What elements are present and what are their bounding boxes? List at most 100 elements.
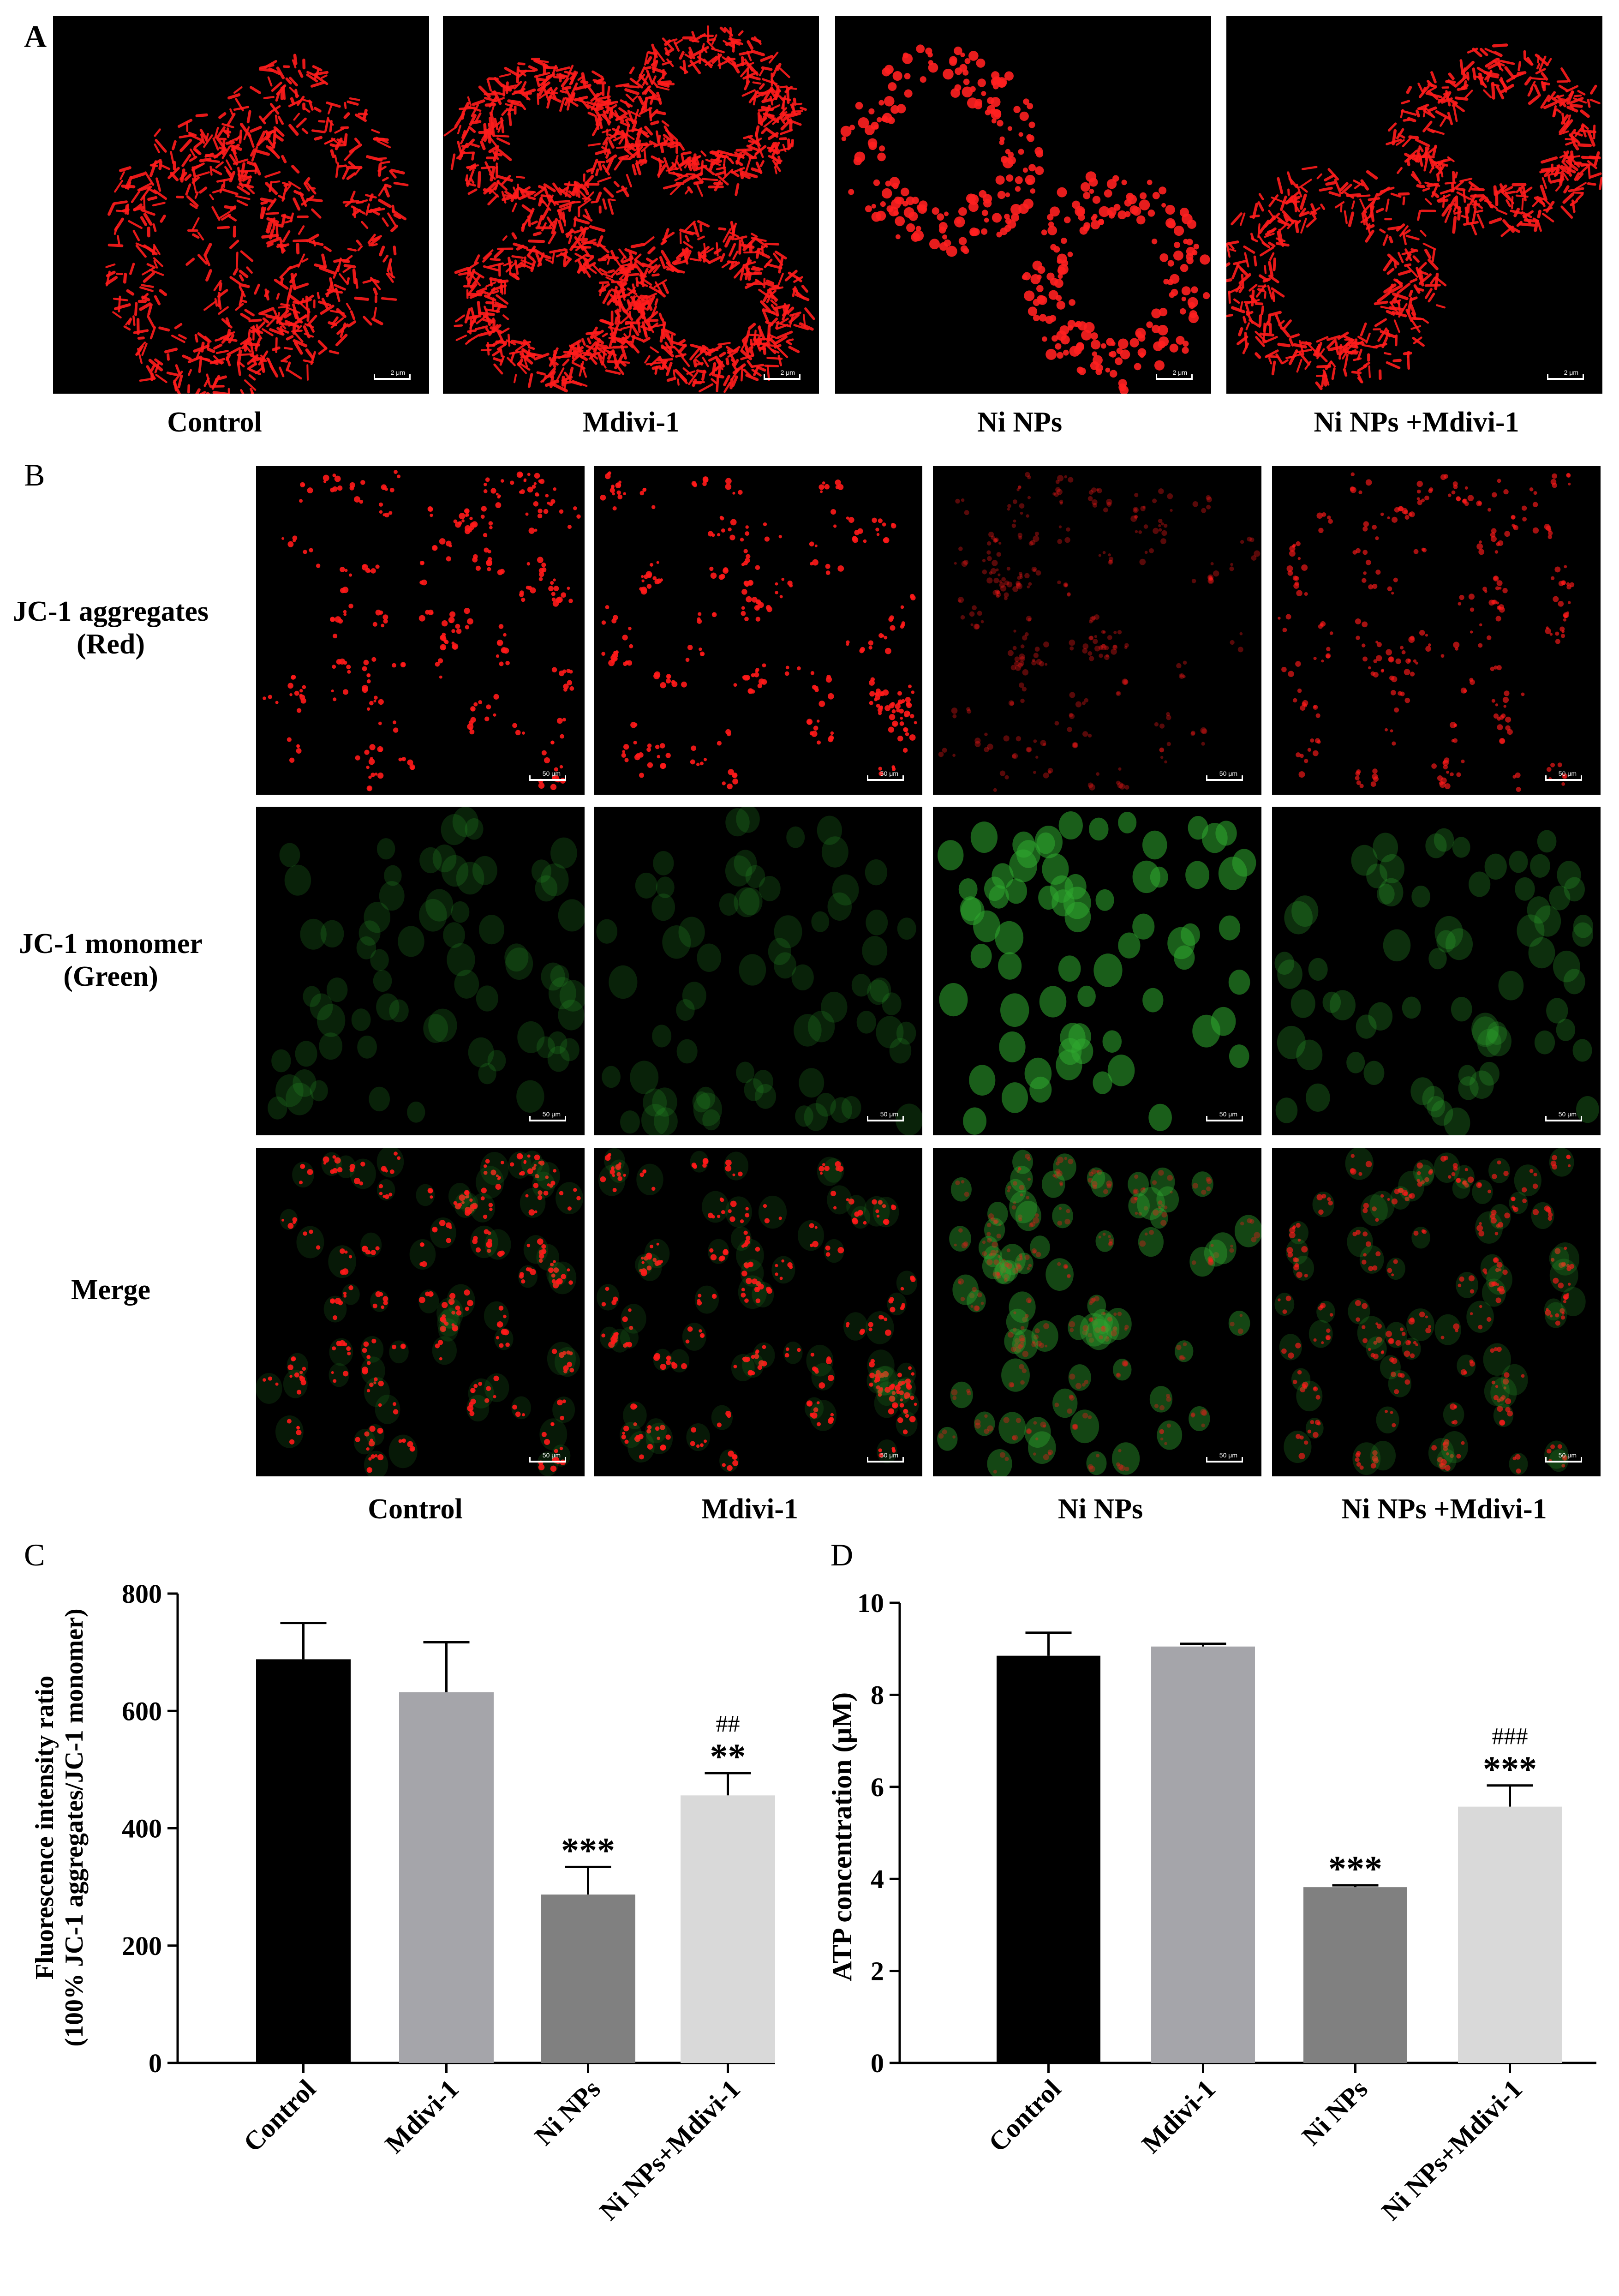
y-axis-label: ATP concentration (μM): [827, 1692, 857, 1981]
bar-1: [256, 1659, 351, 2063]
scale-bar-label: 50 μm: [1219, 1451, 1237, 1459]
bar-2: [399, 1692, 494, 2063]
jc1-green-image-4: 50 μm: [1272, 807, 1601, 1135]
y-tick-label: 200: [122, 1931, 162, 1961]
panel-b-caption-1: Control: [368, 1493, 463, 1525]
jc1-merge-image-3: 50 μm: [933, 1148, 1261, 1476]
jc1-merge-image-4: 50 μm: [1272, 1148, 1601, 1476]
significance-label: ###: [1492, 1723, 1528, 1750]
y-axis-label: Fluorescence intensity ratio(100% JC-1 a…: [30, 1608, 89, 2046]
x-tick-label: Mdivi-1: [1136, 2074, 1221, 2159]
jc1-merge-image-1: 50 μm: [256, 1148, 585, 1476]
panel-a-caption-3: Ni NPs: [977, 407, 1063, 438]
y-tick-label: 600: [122, 1696, 162, 1726]
row-label-line1: JC-1 aggregates: [12, 596, 209, 627]
mito-image-4: 2 μm: [1226, 16, 1602, 394]
jc1-red-image-3: 50 μm: [933, 466, 1261, 795]
x-tick-label: Ni NPs: [1296, 2074, 1374, 2151]
scale-bar: [1545, 775, 1582, 781]
scale-bar-label: 2 μm: [390, 369, 405, 376]
scale-bar: [1545, 1116, 1582, 1121]
jc1-merge-image-2: 50 μm: [594, 1148, 922, 1476]
y-tick-label: 10: [857, 1588, 884, 1618]
row-label-line2: (Green): [63, 961, 158, 993]
scale-bar: [1206, 1457, 1243, 1463]
scale-bar-label: 2 μm: [1172, 369, 1187, 376]
jc1-green-image-3: 50 μm: [933, 807, 1261, 1135]
scale-bar: [1545, 1457, 1582, 1463]
significance-label: ***: [561, 1830, 615, 1870]
significance-label: ##: [716, 1711, 740, 1737]
scale-bar: [764, 374, 801, 380]
scale-bar-label: 50 μm: [542, 1110, 561, 1118]
row-label-line1: JC-1 monomer: [19, 928, 203, 959]
scale-bar-label: 50 μm: [1558, 1451, 1577, 1459]
scale-bar: [1547, 374, 1584, 380]
chart-c-fluorescence-ratio: 0 200 400 600 800 Control Mdivi-1 Ni NPs *** Ni N…: [30, 1579, 775, 2226]
panel-d-label: D: [830, 1537, 854, 1572]
scale-bar: [867, 775, 904, 781]
scale-bar-label: 50 μm: [880, 770, 898, 777]
jc1-red-image-1: 50 μm: [256, 466, 585, 795]
mito-image-2: 2 μm: [443, 16, 819, 394]
scale-bar: [1206, 1116, 1243, 1121]
bar-4: [681, 1795, 775, 2063]
bar-3: [1303, 1887, 1407, 2063]
row-label-line2: (Red): [76, 629, 145, 660]
y-tick-label: 6: [871, 1772, 884, 1802]
scale-bar-label: 2 μm: [780, 369, 795, 376]
x-tick-label: Ni NPs+Mdivi-1: [1375, 2074, 1528, 2226]
chart-d-atp-concentration: 0 2 4 6 8 10 Control Mdivi-1 Ni NPs *** Ni NPs+Mdi…: [827, 1588, 1596, 2226]
jc1-green-image-1: 50 μm: [256, 807, 585, 1135]
row-label-red: JC-1 aggregates (Red): [9, 595, 212, 661]
scale-bar: [529, 1116, 566, 1121]
row-label-line1: Merge: [71, 1274, 151, 1306]
significance-label: ***: [1483, 1749, 1537, 1789]
y-tick-label: 400: [122, 1814, 162, 1844]
scale-bar-label: 50 μm: [1558, 1110, 1577, 1118]
row-label-green: JC-1 monomer (Green): [9, 928, 212, 994]
bar-1: [997, 1655, 1100, 2063]
scale-bar: [529, 775, 566, 781]
scale-bar-label: 50 μm: [542, 770, 561, 777]
panel-b-label: B: [24, 457, 45, 492]
x-tick-label: Control: [983, 2074, 1067, 2158]
panel-b-caption-4: Ni NPs +Mdivi-1: [1341, 1493, 1547, 1525]
scale-bar-label: 50 μm: [1219, 1110, 1237, 1118]
panel-a-caption-2: Mdivi-1: [582, 407, 680, 438]
y-axis-label-line1: Fluorescence intensity ratio: [30, 1676, 59, 1979]
jc1-red-image-4: 50 μm: [1272, 466, 1601, 795]
mito-image-3: 2 μm: [835, 16, 1211, 394]
scale-bar: [374, 374, 411, 380]
scale-bar-label: 50 μm: [1558, 770, 1577, 777]
scale-bar: [1206, 775, 1243, 781]
y-tick-label: 4: [871, 1864, 884, 1894]
bar-2: [1151, 1646, 1255, 2063]
scale-bar: [867, 1116, 904, 1121]
y-axis-label-line2: (100% JC-1 aggregates/JC-1 monomer): [60, 1608, 89, 2046]
bar-4: [1458, 1806, 1562, 2063]
panel-c-label: C: [24, 1537, 45, 1572]
scale-bar: [867, 1457, 904, 1463]
significance-label: **: [710, 1736, 746, 1776]
significance-label: ***: [1328, 1848, 1382, 1888]
y-tick-label: 8: [871, 1680, 884, 1710]
jc1-green-image-2: 50 μm: [594, 807, 922, 1135]
scale-bar-label: 50 μm: [880, 1451, 898, 1459]
y-tick-label: 800: [122, 1579, 162, 1609]
scale-bar: [529, 1457, 566, 1463]
mito-image-1: 2 μm: [53, 16, 429, 394]
y-tick-label: 2: [871, 1956, 884, 1986]
scale-bar-label: 2 μm: [1564, 369, 1578, 376]
y-tick-label: 0: [149, 2048, 162, 2078]
scale-bar-label: 50 μm: [542, 1451, 561, 1459]
x-tick-label: Control: [238, 2074, 322, 2158]
scale-bar: [1156, 374, 1193, 380]
x-tick-label: Ni NPs+Mdivi-1: [593, 2074, 746, 2226]
x-tick-label: Ni NPs: [529, 2074, 606, 2151]
panel-b-caption-3: Ni NPs: [1057, 1493, 1143, 1525]
jc1-red-image-2: 50 μm: [594, 466, 922, 795]
panel-b-caption-2: Mdivi-1: [701, 1493, 799, 1525]
panel-a-caption-4: Ni NPs +Mdivi-1: [1314, 407, 1519, 438]
x-tick-label: Mdivi-1: [379, 2074, 465, 2159]
